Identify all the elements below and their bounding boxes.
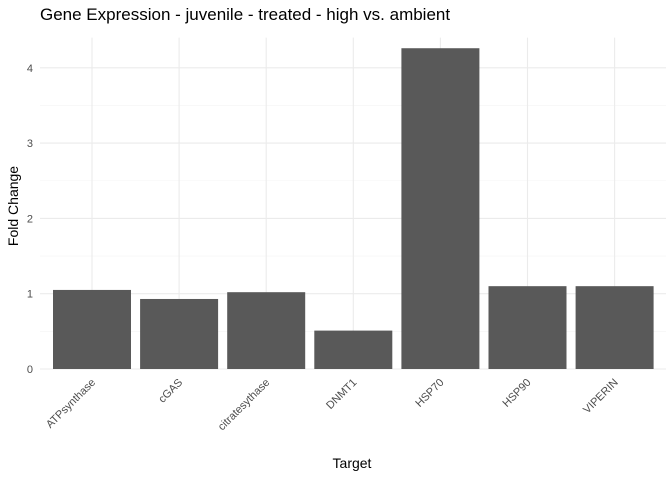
- bar-cgas: [140, 298, 219, 369]
- bar-hsp90: [488, 286, 567, 369]
- x-tick-label: HSP70: [413, 377, 446, 410]
- x-tick-label: citratesythase: [216, 377, 272, 433]
- bar-citratesythase: [227, 292, 306, 369]
- y-tick-label: 2: [27, 213, 33, 225]
- y-tick-label: 4: [27, 63, 33, 75]
- x-tick-label: cGAS: [156, 377, 185, 406]
- x-tick-label: ATPsynthase: [44, 377, 98, 431]
- y-tick-labels: 0 1 2 3 4: [27, 63, 33, 376]
- x-tick-label: DNMT1: [324, 377, 359, 412]
- grid-lines: [40, 37, 666, 370]
- x-tick-label: VIPERIN: [581, 377, 621, 417]
- y-tick-label: 0: [27, 364, 33, 376]
- bar-atpsynthase: [53, 289, 131, 369]
- bar-dnmt1: [314, 330, 393, 369]
- bar-hsp70: [401, 48, 480, 370]
- chart-title: Gene Expression - juvenile - treated - h…: [40, 5, 450, 24]
- x-tick-label: HSP90: [500, 377, 533, 410]
- bar-viperin: [575, 286, 654, 369]
- y-tick-label: 1: [27, 289, 33, 301]
- y-tick-label: 3: [27, 138, 33, 150]
- y-axis-label: Fold Change: [5, 166, 21, 246]
- bars: [53, 48, 654, 370]
- x-tick-labels: ATPsynthase cGAS citratesythase DNMT1 HSP70 H…: [44, 377, 621, 434]
- x-axis-label: Target: [333, 455, 372, 471]
